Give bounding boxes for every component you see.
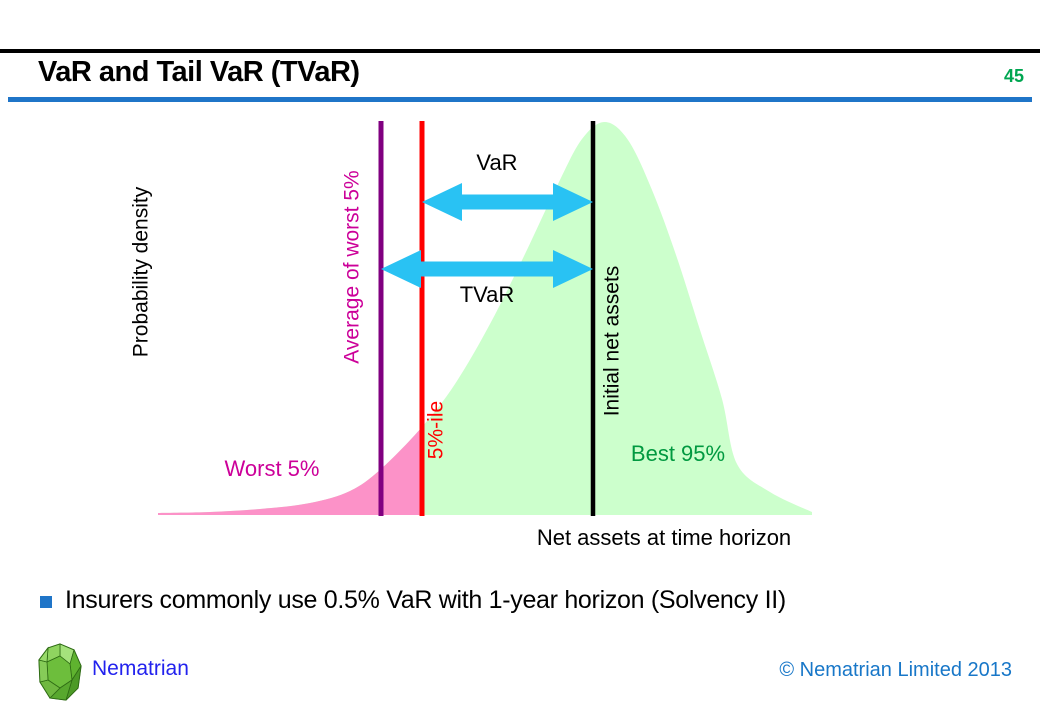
bullet-item: Insurers commonly use 0.5% VaR with 1-ye…	[40, 586, 786, 615]
top-border-rule	[0, 49, 1040, 53]
tvar-arrow	[381, 250, 593, 288]
best95-label: Best 95%	[631, 441, 725, 466]
tvar-label: TVaR	[460, 282, 515, 307]
average-of-worst5-label: Average of worst 5%	[341, 170, 364, 363]
density-curve-area	[158, 121, 812, 516]
worst5-label: Worst 5%	[225, 456, 320, 481]
brand-name: Nematrian	[92, 657, 189, 680]
percentile5-label: 5%-ile	[425, 401, 448, 459]
nematrian-gem-logo-icon	[38, 643, 82, 701]
bullet-square-icon	[40, 596, 52, 608]
page-title: VaR and Tail VaR (TVaR)	[38, 56, 360, 88]
worst-tail-area	[158, 427, 422, 515]
var-label: VaR	[476, 150, 517, 175]
var-arrow	[422, 183, 593, 221]
x-axis-label: Net assets at time horizon	[537, 525, 791, 550]
y-axis-label: Probability density	[130, 186, 153, 357]
title-underline-rule	[8, 97, 1032, 102]
page-number: 45	[1003, 66, 1024, 86]
bullet-text: Insurers commonly use 0.5% VaR with 1-ye…	[65, 586, 786, 614]
initial-net-assets-label: Initial net assets	[601, 266, 624, 417]
density-chart: Probability density Average of worst 5% …	[0, 110, 1040, 570]
density-chart-svg: Probability density Average of worst 5% …	[130, 121, 812, 550]
copyright-text: © Nematrian Limited 2013	[779, 659, 1012, 681]
